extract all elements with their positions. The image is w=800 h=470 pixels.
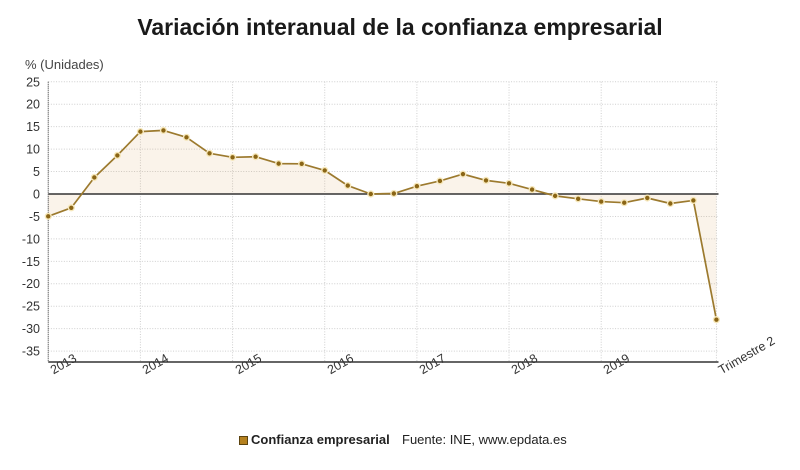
svg-text:20: 20 <box>26 98 40 112</box>
svg-text:-5: -5 <box>29 210 40 224</box>
svg-text:-30: -30 <box>22 322 40 336</box>
svg-text:-10: -10 <box>22 232 40 246</box>
svg-text:-15: -15 <box>22 255 40 269</box>
svg-text:15: 15 <box>26 120 40 134</box>
svg-text:5: 5 <box>33 165 40 179</box>
svg-text:-35: -35 <box>22 345 40 359</box>
svg-text:0: 0 <box>33 187 40 201</box>
svg-text:25: 25 <box>26 75 40 89</box>
svg-text:-20: -20 <box>22 277 40 291</box>
svg-text:-25: -25 <box>22 300 40 314</box>
svg-text:10: 10 <box>26 143 40 157</box>
